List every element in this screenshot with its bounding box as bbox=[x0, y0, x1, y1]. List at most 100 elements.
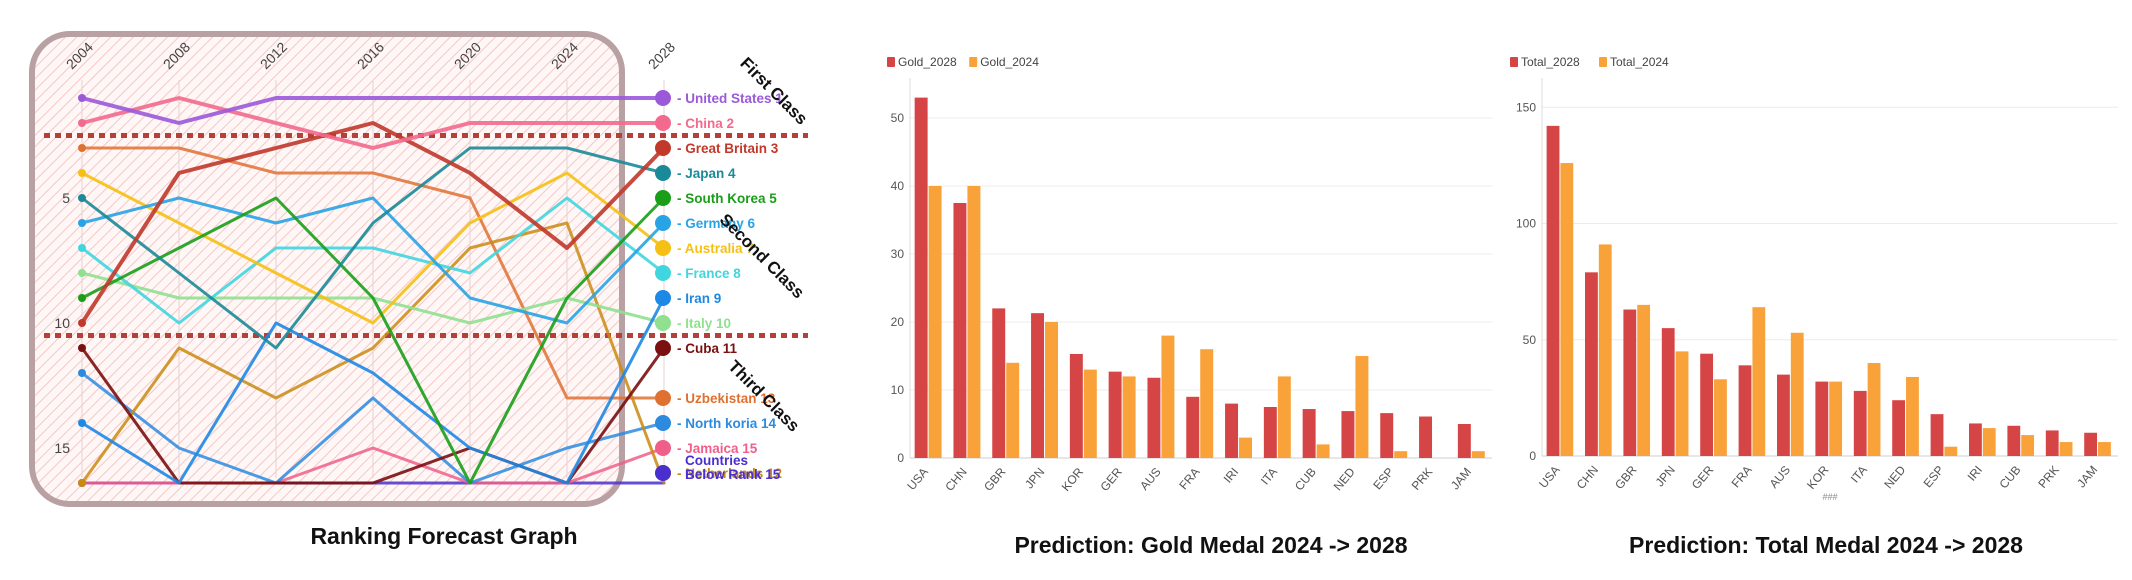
x-tick-label: ITA bbox=[1258, 465, 1280, 488]
country-label: - North koria 14 bbox=[677, 416, 777, 431]
x-tick-label: GBR bbox=[981, 465, 1009, 494]
bar bbox=[1815, 381, 1829, 456]
y-tick-label: 0 bbox=[897, 451, 904, 465]
country-end-marker bbox=[655, 290, 671, 306]
country-end-marker bbox=[655, 115, 671, 131]
x-tick-label: IRI bbox=[1221, 465, 1242, 486]
y-tick-label: 40 bbox=[891, 179, 905, 193]
x-tick-label: ITA bbox=[1848, 463, 1870, 486]
x-tick-label: IRI bbox=[1965, 463, 1986, 484]
series-line bbox=[80, 196, 666, 325]
bar bbox=[1790, 332, 1804, 456]
y-tick-label: 15 bbox=[54, 440, 70, 456]
y-tick-label: 10 bbox=[54, 315, 70, 331]
bar bbox=[1471, 451, 1485, 458]
legend-swatch bbox=[887, 57, 895, 67]
country-end-marker bbox=[655, 165, 671, 181]
bar bbox=[1419, 416, 1433, 458]
bar bbox=[1969, 423, 1982, 456]
bar bbox=[1906, 376, 1919, 456]
series-line bbox=[80, 121, 666, 325]
x-axis-label: ### bbox=[1822, 492, 1837, 502]
country-label: - South Korea 5 bbox=[677, 191, 777, 206]
bar bbox=[2007, 425, 2021, 456]
bar bbox=[1752, 307, 1766, 456]
x-tick-label: ESP bbox=[1370, 465, 1396, 492]
ranking-title: Ranking Forecast Graph bbox=[310, 523, 577, 549]
bar bbox=[1069, 353, 1083, 458]
country-label: - Australia 7 bbox=[677, 241, 754, 256]
bar bbox=[1738, 365, 1752, 456]
bar bbox=[1623, 309, 1637, 456]
country-label: - Germany 6 bbox=[677, 216, 756, 231]
bar bbox=[928, 186, 942, 458]
x-tick-label: PRK bbox=[1409, 465, 1436, 493]
legend-label: Total_2028 bbox=[1521, 55, 1580, 69]
country-end-marker bbox=[655, 90, 671, 106]
bar bbox=[1637, 304, 1651, 456]
x-tick-label: CHN bbox=[942, 465, 969, 494]
series-line bbox=[80, 96, 666, 150]
x-tick-label: GBR bbox=[1612, 463, 1640, 492]
country-end-marker bbox=[655, 440, 671, 456]
country-end-marker bbox=[655, 465, 671, 481]
bar bbox=[1598, 244, 1612, 456]
country-label: - Netherlands 12 bbox=[677, 466, 782, 481]
x-tick-label: AUS bbox=[1137, 465, 1164, 493]
y-tick-label: 50 bbox=[1523, 333, 1537, 347]
bar bbox=[953, 203, 967, 458]
country-label: - France 8 bbox=[677, 266, 741, 281]
x-tick-label: FRA bbox=[1729, 463, 1755, 490]
country-end-marker bbox=[655, 390, 671, 406]
series-line bbox=[80, 196, 666, 325]
series-start-point bbox=[78, 369, 86, 377]
x-tick-label: ESP bbox=[1921, 463, 1947, 490]
bar bbox=[1277, 376, 1291, 458]
bar bbox=[2059, 442, 2073, 456]
country-end-marker bbox=[655, 265, 671, 281]
total-bar-panel: Prediction: Total Medal 2024 -> 2028 Tot… bbox=[1510, 55, 2118, 558]
bar bbox=[1108, 371, 1122, 458]
x-tick-label: JAM bbox=[1448, 465, 1474, 492]
bar bbox=[1585, 272, 1598, 456]
country-end-marker bbox=[655, 240, 671, 256]
x-tick-label: JPN bbox=[1022, 465, 1047, 491]
bar bbox=[1045, 322, 1058, 458]
series-start-point bbox=[78, 94, 86, 102]
bar bbox=[1700, 353, 1714, 456]
series-line bbox=[80, 221, 666, 485]
bar bbox=[1675, 351, 1689, 456]
country-label: - China 2 bbox=[677, 116, 734, 131]
bar bbox=[1394, 451, 1408, 458]
bar bbox=[1122, 376, 1136, 458]
bar bbox=[1661, 328, 1675, 456]
bar bbox=[967, 186, 981, 458]
x-tick-label: NED bbox=[1331, 465, 1358, 494]
x-tick-label: JAM bbox=[2074, 463, 2100, 490]
country-label: Below Rank 15 bbox=[685, 467, 781, 482]
bar bbox=[1714, 379, 1727, 456]
series-line bbox=[80, 296, 666, 485]
legend-swatch bbox=[1510, 57, 1518, 67]
series-start-point bbox=[78, 194, 86, 202]
x-tick-label: 2028 bbox=[645, 39, 678, 72]
y-tick-label: 100 bbox=[1516, 217, 1536, 231]
bar bbox=[1006, 362, 1020, 458]
series-start-point bbox=[78, 169, 86, 177]
bar bbox=[2021, 435, 2035, 456]
series-start-point bbox=[78, 419, 86, 427]
series-start-point bbox=[78, 319, 86, 327]
x-tick-label: USA bbox=[1536, 463, 1563, 491]
series-start-point bbox=[78, 344, 86, 352]
x-tick-label: USA bbox=[904, 465, 931, 493]
country-end-marker bbox=[655, 415, 671, 431]
x-tick-label: CUB bbox=[1292, 465, 1319, 493]
country-label: - Great Britain 3 bbox=[677, 141, 779, 156]
country-label: - Jamaica 15 bbox=[677, 441, 758, 456]
x-tick-label: AUS bbox=[1767, 463, 1794, 491]
x-tick-label: KOR bbox=[1059, 465, 1087, 494]
bar bbox=[1944, 446, 1958, 456]
series-line bbox=[80, 196, 666, 485]
series-start-point bbox=[78, 144, 86, 152]
